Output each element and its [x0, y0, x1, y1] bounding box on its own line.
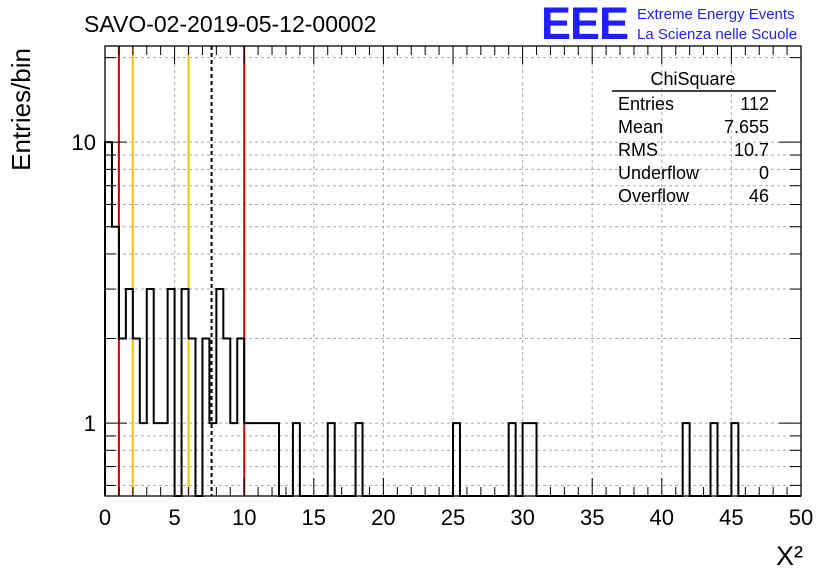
- axis-ticks: 0 5 10 15 20 25 30 35 40 45 50 1 10: [72, 46, 813, 530]
- x-tick-label: 5: [168, 505, 180, 530]
- stats-value: 112: [740, 94, 769, 114]
- eee-logo-mark: EEE: [541, 0, 629, 49]
- y-tick-label: 10: [72, 130, 96, 155]
- logo-line-2: La Scienza nelle Scuole: [637, 26, 798, 43]
- stats-value: 7.655: [724, 117, 769, 137]
- chart-title: SAVO-02-2019-05-12-00002: [84, 11, 376, 37]
- x-tick-label: 0: [99, 505, 111, 530]
- eee-logo: EEE Extreme Energy Events La Scienza nel…: [541, 0, 831, 49]
- histogram-bins: [104, 141, 801, 497]
- stats-label: Overflow: [618, 186, 690, 206]
- stats-label: Mean: [618, 117, 663, 137]
- x-tick-label: 30: [510, 505, 534, 530]
- x-tick-label: 15: [302, 505, 326, 530]
- stats-label: Entries: [618, 94, 674, 114]
- stats-box: ChiSquare Entries 112 Mean 7.655 RMS 10.7 Unde…: [612, 69, 776, 206]
- x-axis-label: X²: [776, 541, 803, 571]
- stats-label: Underflow: [618, 163, 700, 183]
- stats-value: 0: [759, 163, 769, 183]
- stats-value: 10.7: [734, 140, 769, 160]
- y-tick-label: 1: [84, 411, 96, 436]
- stats-title: ChiSquare: [650, 69, 735, 89]
- x-tick-label: 50: [789, 505, 813, 530]
- y-axis-label: Entries/bin: [6, 48, 36, 171]
- stats-label: RMS: [618, 140, 658, 160]
- stats-value: 46: [749, 186, 769, 206]
- x-tick-label: 35: [580, 505, 604, 530]
- x-tick-label: 40: [650, 505, 674, 530]
- x-tick-label: 20: [371, 505, 395, 530]
- stats-rows: Entries 112 Mean 7.655 RMS 10.7 Underflow 0 Over…: [618, 94, 769, 206]
- x-tick-label: 25: [441, 505, 465, 530]
- histogram-outline: [104, 141, 801, 497]
- x-tick-label: 45: [719, 505, 743, 530]
- x-tick-label: 10: [232, 505, 256, 530]
- logo-line-1: Extreme Energy Events: [637, 6, 795, 23]
